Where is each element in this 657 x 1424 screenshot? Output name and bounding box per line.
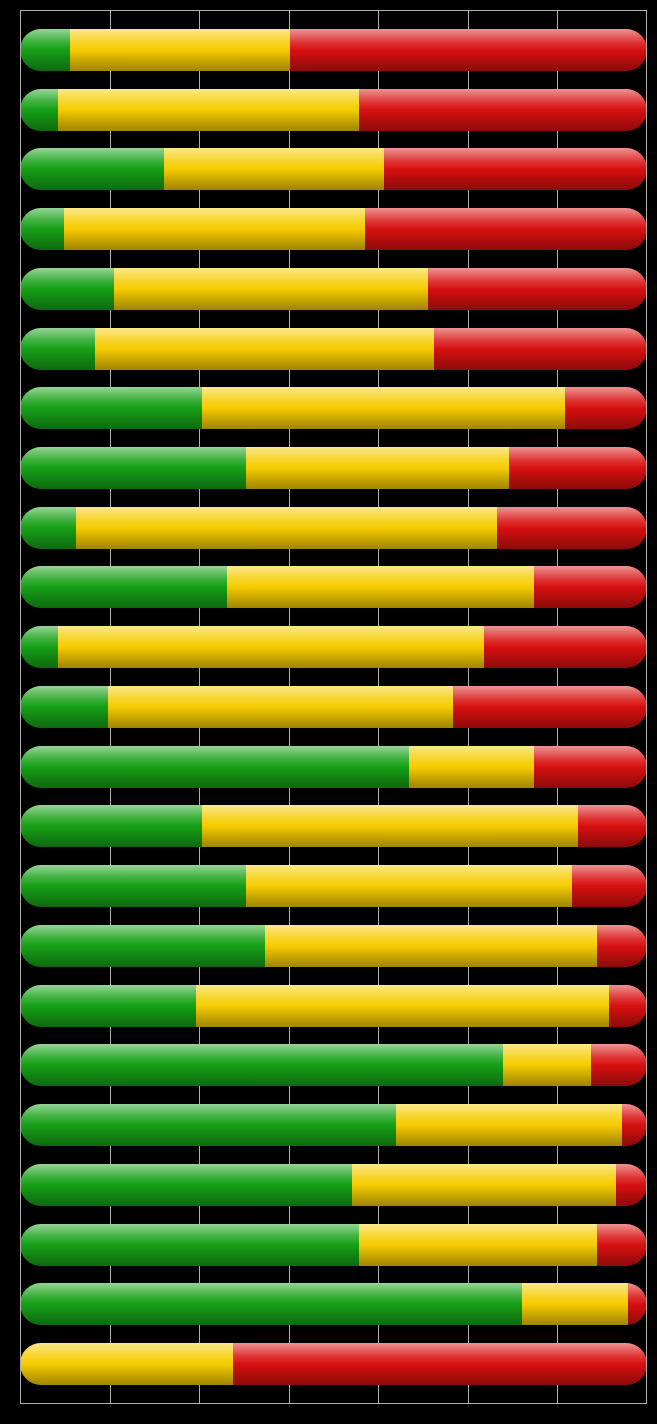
segment-red [628,1283,647,1325]
segment-green [20,1104,396,1146]
stacked-bar [20,925,647,967]
segment-yellow [202,805,578,847]
segment-green [20,805,202,847]
segment-yellow [503,1044,591,1086]
segment-yellow [409,746,534,788]
segment-yellow [265,925,597,967]
segment-green [20,1224,359,1266]
segment-green [20,865,246,907]
segment-green [20,566,227,608]
segment-green [20,208,64,250]
segment-red [622,1104,647,1146]
segment-green [20,148,164,190]
stacked-bar [20,89,647,131]
segment-green [20,686,108,728]
segment-yellow [196,985,610,1027]
segment-green [20,1164,352,1206]
stacked-bar [20,1343,647,1385]
segment-red [453,686,647,728]
stacked-bar [20,1044,647,1086]
segment-yellow [114,268,428,310]
segment-red [434,328,647,370]
segment-green [20,507,76,549]
segment-red [428,268,647,310]
segment-red [384,148,647,190]
segment-yellow [352,1164,615,1206]
stacked-bar [20,865,647,907]
stacked-bar [20,268,647,310]
segment-yellow [70,29,289,71]
segment-yellow [227,566,534,608]
segment-yellow [20,1343,233,1385]
segment-red [534,566,647,608]
segment-red [597,1224,647,1266]
stacked-bar [20,1104,647,1146]
stacked-bar [20,29,647,71]
segment-red [616,1164,647,1206]
segment-green [20,746,409,788]
segment-yellow [246,865,572,907]
segment-red [290,29,647,71]
segment-green [20,1283,522,1325]
segment-yellow [76,507,496,549]
segment-yellow [164,148,383,190]
segment-yellow [246,447,509,489]
segment-red [597,925,647,967]
stacked-bar [20,387,647,429]
stacked-bar [20,985,647,1027]
stacked-bar [20,328,647,370]
bars-group [20,10,647,1404]
segment-yellow [359,1224,597,1266]
segment-red [609,985,647,1027]
stacked-bar [20,1283,647,1325]
segment-green [20,328,95,370]
segment-green [20,626,58,668]
segment-red [359,89,647,131]
stacked-bar [20,686,647,728]
segment-yellow [202,387,566,429]
segment-red [578,805,647,847]
stacked-bar [20,208,647,250]
segment-yellow [58,89,359,131]
segment-green [20,89,58,131]
segment-red [484,626,647,668]
segment-red [497,507,647,549]
segment-green [20,447,246,489]
segment-red [591,1044,647,1086]
segment-red [572,865,647,907]
segment-green [20,387,202,429]
stacked-bar [20,507,647,549]
stacked-bar [20,626,647,668]
segment-green [20,925,265,967]
stacked-bar [20,447,647,489]
stacked-bar [20,566,647,608]
stacked-bar [20,746,647,788]
stacked-bar [20,148,647,190]
segment-red [509,447,647,489]
segment-yellow [64,208,365,250]
segment-yellow [108,686,453,728]
segment-yellow [396,1104,622,1146]
plot-area [20,10,647,1404]
segment-green [20,29,70,71]
stacked-bar [20,1164,647,1206]
segment-red [233,1343,647,1385]
segment-red [365,208,647,250]
segment-yellow [95,328,434,370]
segment-green [20,268,114,310]
segment-red [534,746,647,788]
segment-red [565,387,647,429]
segment-green [20,1044,503,1086]
stacked-bar [20,805,647,847]
segment-yellow [58,626,484,668]
stacked-bar [20,1224,647,1266]
chart-container [20,10,647,1404]
segment-green [20,985,196,1027]
segment-yellow [522,1283,629,1325]
